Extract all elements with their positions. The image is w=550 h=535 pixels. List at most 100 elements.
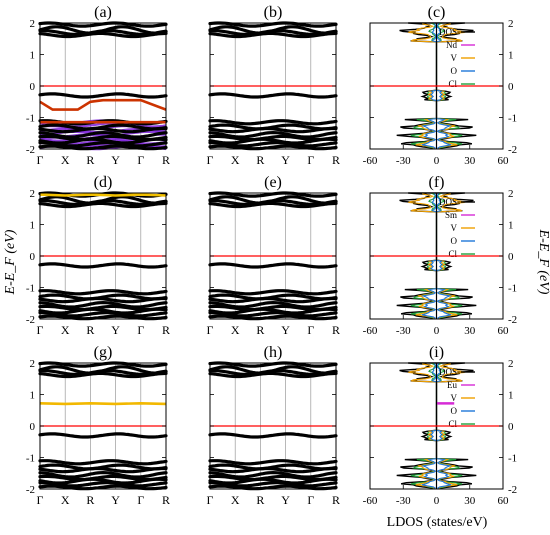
panel-grid: (a) Γ X R Y Γ R -2 -1 0 1 2 (b) Γ X R Y Γ R (c) -60 -30 0 30 60 D… [26, 4, 517, 507]
panel-label: (d) [94, 174, 113, 191]
energy-tick-label: -1 [26, 113, 35, 125]
legend-label: O [451, 66, 458, 76]
kpath-tick-label: Γ [37, 493, 44, 507]
energy-tick-label: -2 [26, 144, 35, 156]
band-line [38, 21, 168, 28]
legend-label: Nd [446, 40, 457, 50]
kpath-tick-label: Y [281, 493, 290, 507]
ldos-tick-label: 0 [434, 325, 440, 337]
band-line [208, 126, 338, 134]
ldos-tick-label: 0 [434, 155, 440, 167]
kpath-tick-label: X [231, 493, 240, 507]
y-axis-label-right: E-E_F (eV) [536, 229, 550, 295]
band-line [208, 289, 338, 296]
panel-label: (b) [264, 4, 283, 21]
band-line [208, 459, 338, 466]
ldos-tick-label: 30 [464, 495, 476, 507]
panel-c: (c) -60 -30 0 30 60 DOS Nd VO Cl -2 -1 0 1 2 [363, 4, 518, 167]
band-line [38, 123, 168, 131]
band-line [38, 126, 168, 134]
band-line [38, 296, 168, 304]
band-line [38, 481, 168, 488]
energy-tick-label: 2 [30, 358, 36, 370]
impurity-band [39, 401, 167, 406]
band-line [38, 262, 168, 269]
energy-tick-label: -1 [26, 453, 35, 465]
energy-tick-label: 1 [508, 390, 514, 402]
ldos-tick-label: 60 [498, 325, 510, 337]
band-line [38, 463, 168, 471]
legend-label: DOS [439, 367, 457, 377]
kpath-tick-label: X [61, 493, 70, 507]
energy-tick-label: -1 [508, 113, 517, 125]
band-line [38, 311, 168, 318]
legend-label: O [451, 406, 458, 416]
band-line [38, 432, 168, 439]
energy-tick-label: -2 [508, 484, 517, 496]
panel-i: (i) -60 -30 0 30 60 DOS Eu VO Cl -2 -1 0 1 2 [363, 344, 518, 507]
kpath-tick-label: Y [111, 153, 120, 167]
energy-tick-label: -1 [508, 283, 517, 295]
kpath-tick-label: Γ [207, 323, 214, 337]
energy-tick-label: 1 [30, 390, 36, 402]
ldos-tick-label: -30 [396, 325, 411, 337]
kpath-tick-label: Γ [207, 153, 214, 167]
energy-tick-label: 0 [508, 251, 514, 263]
band-line [208, 31, 338, 39]
ldos-tick-label: -60 [363, 495, 378, 507]
band-line [38, 459, 168, 466]
band-line [38, 289, 168, 296]
kpath-tick-label: R [86, 323, 94, 337]
band-line [208, 293, 338, 301]
energy-tick-label: 2 [30, 18, 36, 30]
ldos-tick-label: -60 [363, 325, 378, 337]
energy-tick-label: 1 [30, 50, 36, 62]
band-line [38, 92, 168, 99]
panel-d: (d) Γ X R Y Γ R -2 -1 0 1 2 [26, 174, 170, 337]
impurity-band [39, 98, 167, 111]
energy-tick-label: 0 [30, 251, 36, 263]
kpath-tick-label: X [61, 153, 70, 167]
band-line [208, 432, 338, 439]
band-line [38, 361, 168, 368]
kpath-tick-label: R [162, 323, 170, 337]
panel-label: (c) [428, 4, 446, 21]
legend-label: O [451, 236, 458, 246]
band-line [38, 477, 168, 485]
energy-tick-label: 0 [508, 421, 514, 433]
band-line [208, 296, 338, 304]
y-axis-label-left: E-E_F (eV) [3, 229, 18, 295]
band-line [208, 201, 338, 209]
band-line [208, 137, 338, 145]
legend-label: Cl [448, 419, 457, 429]
legend-label: Sm [445, 210, 457, 220]
energy-tick-label: 2 [508, 358, 514, 370]
legend-label: V [451, 53, 458, 63]
panel-e: (e) Γ X R Y Γ R [207, 174, 340, 337]
ldos-tick-label: 30 [464, 155, 476, 167]
band-line [38, 371, 168, 379]
kpath-tick-label: Γ [137, 153, 144, 167]
kpath-tick-label: Γ [37, 323, 44, 337]
energy-tick-label: 1 [508, 50, 514, 62]
kpath-tick-label: Γ [137, 493, 144, 507]
panel-h: (h) Γ X R Y Γ R [207, 344, 340, 507]
band-line [208, 119, 338, 126]
ldos-tick-label: -30 [396, 495, 411, 507]
band-line [208, 141, 338, 148]
band-line [208, 463, 338, 471]
kpath-tick-label: R [332, 153, 340, 167]
ldos-tick-label: 60 [498, 155, 510, 167]
kpath-tick-label: R [256, 153, 264, 167]
band-line [208, 123, 338, 131]
kpath-tick-label: R [86, 493, 94, 507]
band-line [208, 361, 338, 368]
energy-tick-label: 2 [508, 188, 514, 200]
band-line [38, 137, 168, 145]
kpath-tick-label: Y [281, 153, 290, 167]
band-line [208, 92, 338, 99]
kpath-tick-label: X [231, 323, 240, 337]
kpath-tick-label: Γ [307, 323, 314, 337]
panel-f: (f) -60 -30 0 30 60 DOS Sm VO Cl -2 -1 0 1 2 [363, 174, 518, 337]
